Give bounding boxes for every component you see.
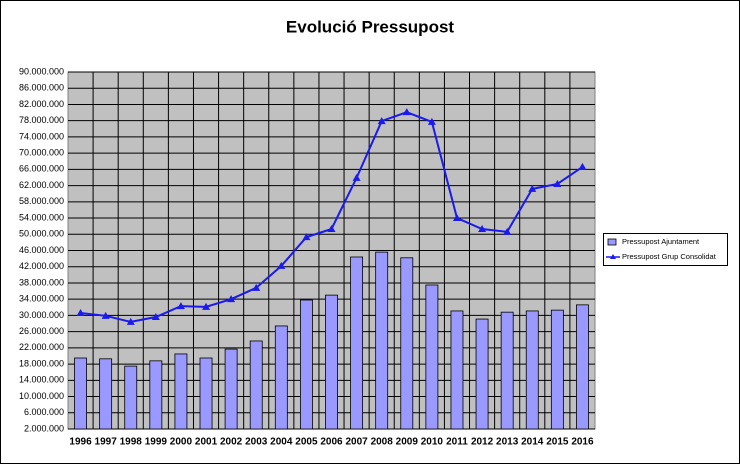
- chart-title: Evolució Pressupost: [286, 17, 454, 36]
- marker: [427, 117, 436, 125]
- y-tick-label: 54.000.000: [19, 212, 64, 222]
- x-tick-label: 2000: [170, 437, 193, 448]
- bar: [174, 353, 188, 430]
- x-tick-label: 2007: [345, 437, 368, 448]
- y-tick-label: 90.000.000: [19, 66, 64, 76]
- bar: [74, 357, 87, 430]
- x-tick-label: 1996: [69, 437, 92, 448]
- x-tick-label: 2012: [471, 437, 494, 448]
- marker: [252, 283, 261, 291]
- marker: [302, 233, 311, 241]
- legend-box: [603, 233, 728, 266]
- x-tick-label: 1998: [120, 437, 143, 448]
- marker: [101, 311, 110, 319]
- y-tick-label: 66.000.000: [19, 164, 64, 174]
- bar: [325, 294, 338, 430]
- x-tick-label: 1997: [95, 437, 118, 448]
- marker: [352, 173, 361, 181]
- marker: [377, 117, 386, 125]
- y-tick-label: 74.000.000: [19, 131, 64, 141]
- bar: [274, 325, 288, 430]
- y-tick-label: 50.000.000: [19, 229, 64, 239]
- x-tick-label: 2002: [220, 437, 243, 448]
- bar: [475, 318, 489, 430]
- y-tick-label: 70.000.000: [19, 148, 64, 158]
- x-tick-label: 2008: [371, 437, 394, 448]
- y-tick-label: 42.000.000: [19, 261, 64, 271]
- legend-label: Pressupost Ajuntament: [622, 237, 700, 246]
- legend-label: Pressupost Grup Consolidat: [622, 252, 717, 261]
- y-tick-label: 6.000.000: [24, 407, 64, 417]
- bar: [525, 310, 539, 430]
- y-tick-label: 34.000.000: [19, 294, 64, 304]
- bar: [249, 340, 263, 430]
- marker: [578, 162, 587, 170]
- y-tick-label: 30.000.000: [19, 310, 64, 320]
- y-tick-label: 46.000.000: [19, 245, 64, 255]
- marker: [277, 261, 286, 269]
- bar: [375, 251, 389, 430]
- marker: [402, 108, 411, 116]
- bar: [400, 257, 414, 430]
- x-tick-label: 2016: [571, 437, 594, 448]
- y-tick-label: 58.000.000: [19, 196, 64, 206]
- x-tick-label: 2015: [546, 437, 569, 448]
- bar: [500, 311, 514, 430]
- x-tick-label: 2014: [521, 437, 544, 448]
- x-tick-label: 2006: [320, 437, 343, 448]
- y-tick-label: 18.000.000: [19, 358, 64, 368]
- x-tick-label: 2009: [396, 437, 419, 448]
- x-tick-label: 2010: [421, 437, 444, 448]
- y-tick-label: 26.000.000: [19, 326, 64, 336]
- bar: [199, 357, 213, 430]
- x-tick-label: 2004: [270, 437, 293, 448]
- bar: [450, 310, 464, 430]
- y-tick-label: 82.000.000: [19, 99, 64, 109]
- x-tick-label: 1999: [145, 437, 168, 448]
- y-tick-label: 78.000.000: [19, 115, 64, 125]
- marker: [176, 302, 185, 310]
- bar: [576, 304, 589, 430]
- marker: [327, 224, 336, 232]
- x-tick-label: 2013: [496, 437, 519, 448]
- y-tick-label: 22.000.000: [19, 342, 64, 352]
- bar: [550, 309, 564, 430]
- marker: [553, 179, 562, 187]
- bar: [425, 284, 439, 430]
- marker: [528, 184, 537, 192]
- marker: [503, 227, 512, 235]
- marker: [478, 224, 487, 232]
- bar: [299, 299, 313, 430]
- legend-swatch: [607, 238, 617, 246]
- y-tick-label: 10.000.000: [19, 391, 64, 401]
- marker: [76, 308, 85, 316]
- y-tick-label: 86.000.000: [19, 83, 64, 93]
- marker: [202, 302, 211, 310]
- marker: [452, 214, 461, 222]
- y-tick-label: 62.000.000: [19, 180, 64, 190]
- y-tick-label: 2.000.000: [24, 423, 64, 433]
- bar: [99, 358, 113, 430]
- x-tick-label: 2011: [446, 437, 468, 448]
- marker: [151, 313, 160, 321]
- bar: [149, 360, 163, 430]
- bar: [124, 365, 138, 430]
- x-tick-label: 2001: [195, 437, 218, 448]
- x-tick-label: 2005: [295, 437, 318, 448]
- y-tick-label: 38.000.000: [19, 277, 64, 287]
- x-tick-label: 2003: [245, 437, 268, 448]
- marker: [126, 317, 135, 325]
- bar: [350, 256, 364, 430]
- y-tick-label: 14.000.000: [19, 375, 64, 385]
- bar: [224, 348, 238, 430]
- marker: [227, 295, 236, 303]
- legend-marker: [610, 254, 616, 259]
